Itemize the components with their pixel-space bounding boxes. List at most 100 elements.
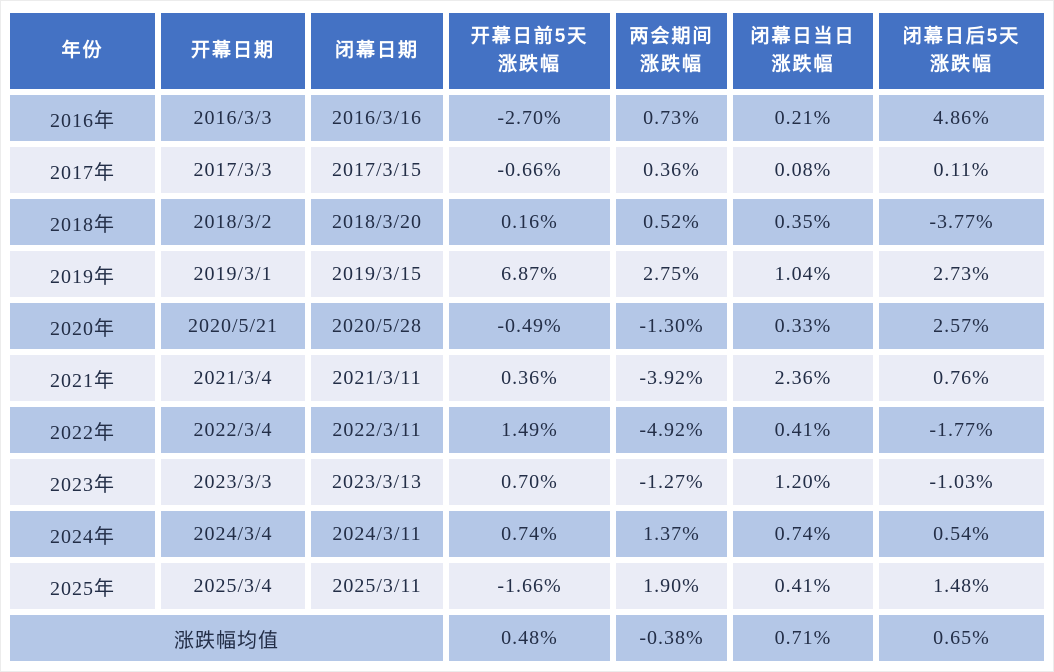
post5-change-cell: 4.86% (879, 95, 1044, 141)
header-line-2: 涨跌幅 (771, 54, 835, 75)
pre5-change-cell: 0.70% (449, 459, 610, 505)
close-date-cell: 2020/5/28 (311, 303, 443, 349)
post5-change-cell: 2.57% (879, 303, 1044, 349)
closeday-change-cell: 0.74% (733, 511, 873, 557)
table-row: 2017年 2017/3/3 2017/3/15 -0.66% 0.36% 0.08% 0.… (10, 147, 1044, 193)
table-row: 2025年 2025/3/4 2025/3/11 -1.66% 1.90% 0.41% 1.… (10, 563, 1044, 609)
header-line-1: 闭幕日期 (334, 40, 419, 62)
post5-change-cell: -1.03% (879, 459, 1044, 505)
pre5-change-cell: 1.49% (449, 407, 610, 453)
closeday-change-cell: 1.20% (733, 459, 873, 505)
close-date-cell: 2019/3/15 (311, 251, 443, 297)
table-row: 2016年 2016/3/3 2016/3/16 -2.70% 0.73% 0.21% 4.… (10, 95, 1044, 141)
post5-change-cell: 0.76% (879, 355, 1044, 401)
during-change-cell: -4.92% (616, 407, 727, 453)
header-line-2: 涨跌幅 (639, 54, 703, 75)
post5-change-cell: -1.77% (879, 407, 1044, 453)
year-cell: 2018年 (10, 199, 155, 245)
closeday-change-cell: 0.08% (733, 147, 873, 193)
open-date-cell: 2021/3/4 (161, 355, 305, 401)
column-header-post5-change: 闭幕日后5天 涨跌幅 (879, 13, 1044, 89)
table-row: 2024年 2024/3/4 2024/3/11 0.74% 1.37% 0.74% 0.5… (10, 511, 1044, 557)
open-date-cell: 2017/3/3 (161, 147, 305, 193)
open-date-cell: 2023/3/3 (161, 459, 305, 505)
during-change-cell: -1.27% (616, 459, 727, 505)
table-row: 2020年 2020/5/21 2020/5/28 -0.49% -1.30% 0.33%… (10, 303, 1044, 349)
year-cell: 2020年 (10, 303, 155, 349)
summary-row: 涨跌幅均值 0.48% -0.38% 0.71% 0.65% (10, 615, 1044, 661)
during-change-cell: 0.73% (616, 95, 727, 141)
header-line-2: 涨跌幅 (929, 54, 993, 75)
year-cell: 2025年 (10, 563, 155, 609)
two-sessions-table: 年份 开幕日期 闭幕日期 开幕日前5天 涨跌幅 两会期间 涨跌幅 闭幕日当日 涨跌幅 (4, 7, 1050, 667)
pre5-change-cell: 0.74% (449, 511, 610, 557)
header-line-1: 闭幕日当日 (750, 26, 856, 48)
year-cell: 2016年 (10, 95, 155, 141)
post5-change-cell: 0.54% (879, 511, 1044, 557)
open-date-cell: 2018/3/2 (161, 199, 305, 245)
during-change-cell: 1.37% (616, 511, 727, 557)
close-date-cell: 2025/3/11 (311, 563, 443, 609)
closeday-change-cell: 0.33% (733, 303, 873, 349)
pre5-change-cell: -0.49% (449, 303, 610, 349)
post5-change-cell: 1.48% (879, 563, 1044, 609)
close-date-cell: 2018/3/20 (311, 199, 443, 245)
column-header-during-change: 两会期间 涨跌幅 (616, 13, 727, 89)
open-date-cell: 2024/3/4 (161, 511, 305, 557)
open-date-cell: 2022/3/4 (161, 407, 305, 453)
summary-label: 涨跌幅均值 (10, 615, 443, 661)
open-date-cell: 2025/3/4 (161, 563, 305, 609)
header-line-1: 闭幕日后5天 (902, 26, 1021, 48)
closeday-change-cell: 2.36% (733, 355, 873, 401)
table-row: 2018年 2018/3/2 2018/3/20 0.16% 0.52% 0.35% -3.… (10, 199, 1044, 245)
table-row: 2022年 2022/3/4 2022/3/11 1.49% -4.92% 0.41% -1… (10, 407, 1044, 453)
close-date-cell: 2016/3/16 (311, 95, 443, 141)
pre5-change-cell: 0.16% (449, 199, 610, 245)
header-line-1: 年份 (61, 40, 104, 62)
close-date-cell: 2017/3/15 (311, 147, 443, 193)
pre5-change-cell: -1.66% (449, 563, 610, 609)
pre5-change-cell: 6.87% (449, 251, 610, 297)
column-header-open-date: 开幕日期 (161, 13, 305, 89)
header-row: 年份 开幕日期 闭幕日期 开幕日前5天 涨跌幅 两会期间 涨跌幅 闭幕日当日 涨跌幅 (10, 13, 1044, 89)
column-header-closeday-change: 闭幕日当日 涨跌幅 (733, 13, 873, 89)
year-cell: 2023年 (10, 459, 155, 505)
closeday-change-cell: 0.71% (733, 615, 873, 661)
column-header-year: 年份 (10, 13, 155, 89)
close-date-cell: 2023/3/13 (311, 459, 443, 505)
table-row: 2023年 2023/3/3 2023/3/13 0.70% -1.27% 1.20% -1… (10, 459, 1044, 505)
close-date-cell: 2021/3/11 (311, 355, 443, 401)
year-cell: 2019年 (10, 251, 155, 297)
header-line-1: 开幕日前5天 (470, 26, 589, 48)
post5-change-cell: 0.11% (879, 147, 1044, 193)
year-cell: 2022年 (10, 407, 155, 453)
during-change-cell: 1.90% (616, 563, 727, 609)
header-line-1: 开幕日期 (190, 40, 275, 62)
column-header-pre5-change: 开幕日前5天 涨跌幅 (449, 13, 610, 89)
closeday-change-cell: 0.21% (733, 95, 873, 141)
pre5-change-cell: 0.48% (449, 615, 610, 661)
pre5-change-cell: -0.66% (449, 147, 610, 193)
during-change-cell: 0.36% (616, 147, 727, 193)
year-cell: 2021年 (10, 355, 155, 401)
table-row: 2019年 2019/3/1 2019/3/15 6.87% 2.75% 1.04% 2.7… (10, 251, 1044, 297)
open-date-cell: 2019/3/1 (161, 251, 305, 297)
open-date-cell: 2020/5/21 (161, 303, 305, 349)
during-change-cell: 0.52% (616, 199, 727, 245)
closeday-change-cell: 1.04% (733, 251, 873, 297)
table-body: 2016年 2016/3/3 2016/3/16 -2.70% 0.73% 0.21% 4.… (10, 95, 1044, 661)
year-cell: 2024年 (10, 511, 155, 557)
column-header-close-date: 闭幕日期 (311, 13, 443, 89)
table-row: 2021年 2021/3/4 2021/3/11 0.36% -3.92% 2.36% 0.… (10, 355, 1044, 401)
post5-change-cell: -3.77% (879, 199, 1044, 245)
header-line-1: 两会期间 (629, 26, 714, 48)
during-change-cell: -0.38% (616, 615, 727, 661)
closeday-change-cell: 0.41% (733, 563, 873, 609)
close-date-cell: 2024/3/11 (311, 511, 443, 557)
during-change-cell: -3.92% (616, 355, 727, 401)
year-cell: 2017年 (10, 147, 155, 193)
closeday-change-cell: 0.41% (733, 407, 873, 453)
post5-change-cell: 0.65% (879, 615, 1044, 661)
header-line-2: 涨跌幅 (497, 54, 561, 75)
open-date-cell: 2016/3/3 (161, 95, 305, 141)
